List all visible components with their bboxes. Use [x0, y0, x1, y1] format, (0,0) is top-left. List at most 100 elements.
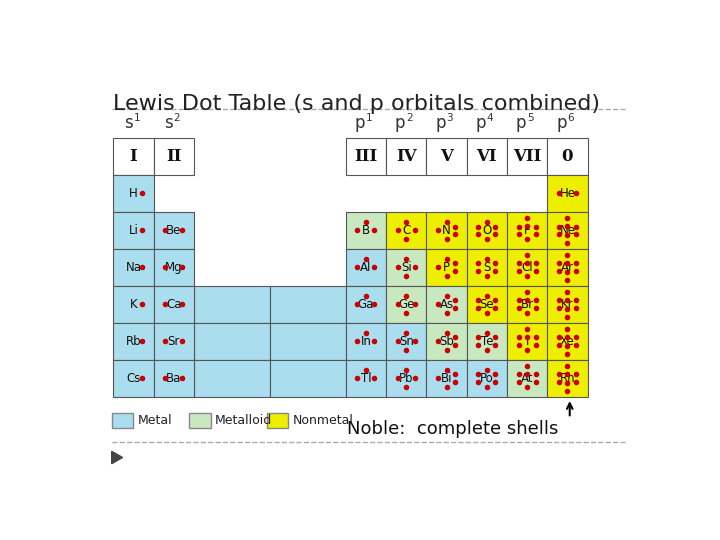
Bar [113, 249, 153, 286]
Text: Te: Te [480, 335, 493, 348]
Text: Bi: Bi [441, 372, 452, 384]
Text: p: p [556, 113, 567, 132]
Bar [346, 138, 386, 175]
Bar [113, 360, 153, 397]
Text: Na: Na [125, 261, 141, 274]
Bar [426, 212, 467, 249]
Bar [113, 175, 153, 212]
Text: Si: Si [401, 261, 412, 274]
Bar [113, 286, 153, 323]
Bar [194, 323, 270, 360]
Bar [467, 360, 507, 397]
Text: Mg: Mg [165, 261, 182, 274]
Text: Metalloid: Metalloid [215, 414, 272, 427]
Text: p: p [395, 113, 405, 132]
Text: Rb: Rb [125, 335, 141, 348]
Text: Kr: Kr [561, 298, 574, 310]
Text: 1: 1 [366, 113, 372, 123]
Bar [386, 323, 426, 360]
Text: In: In [361, 335, 372, 348]
Text: Cs: Cs [126, 372, 140, 384]
Text: p: p [355, 113, 365, 132]
Text: VI: VI [477, 148, 497, 165]
Bar [386, 286, 426, 323]
Bar [386, 212, 426, 249]
Text: O: O [482, 224, 492, 237]
Text: Se: Se [480, 298, 494, 310]
Bar [467, 249, 507, 286]
Text: Pb: Pb [399, 372, 413, 384]
Text: V: V [440, 148, 453, 165]
Bar [467, 323, 507, 360]
Text: Li: Li [128, 224, 138, 237]
Bar [547, 360, 588, 397]
Text: 5: 5 [527, 113, 534, 123]
Bar [426, 249, 467, 286]
Text: As: As [439, 298, 454, 310]
Bar [426, 286, 467, 323]
Text: Ba: Ba [166, 372, 181, 384]
Text: B: B [362, 224, 370, 237]
Text: p: p [516, 113, 526, 132]
Bar [346, 360, 386, 397]
Text: Ge: Ge [398, 298, 415, 310]
Bar [507, 249, 547, 286]
Bar [386, 138, 426, 175]
Bar [153, 360, 194, 397]
Text: Metal: Metal [138, 414, 172, 427]
Bar [153, 212, 194, 249]
Bar [547, 286, 588, 323]
Text: 2: 2 [174, 113, 180, 123]
Bar [270, 360, 346, 397]
Bar [346, 249, 386, 286]
Bar [386, 360, 426, 397]
Text: 3: 3 [446, 113, 453, 123]
Text: Ne: Ne [559, 224, 575, 237]
Text: 0: 0 [562, 148, 573, 165]
Bar [113, 212, 153, 249]
Text: s: s [124, 113, 132, 132]
Bar [346, 323, 386, 360]
Text: Nonmetal: Nonmetal [292, 414, 353, 427]
Text: 4: 4 [487, 113, 493, 123]
Text: Xe: Xe [560, 335, 575, 348]
Bar [547, 249, 588, 286]
Bar [467, 212, 507, 249]
Text: p: p [475, 113, 486, 132]
Text: p: p [435, 113, 446, 132]
Bar [507, 138, 547, 175]
Bar [467, 138, 507, 175]
Bar [194, 286, 270, 323]
Text: Cl: Cl [521, 261, 533, 274]
Text: Noble:  complete shells: Noble: complete shells [347, 420, 558, 438]
Text: Be: Be [166, 224, 181, 237]
Text: 2: 2 [406, 113, 413, 123]
Text: I: I [130, 148, 138, 165]
Bar [507, 286, 547, 323]
Bar [547, 323, 588, 360]
Bar [426, 138, 467, 175]
Text: III: III [354, 148, 377, 165]
Text: VII: VII [513, 148, 541, 165]
Bar [507, 360, 547, 397]
Bar [426, 323, 467, 360]
Bar [189, 413, 211, 428]
Bar [467, 286, 507, 323]
Text: 1: 1 [133, 113, 140, 123]
Text: IV: IV [396, 148, 416, 165]
Bar [266, 413, 289, 428]
Text: II: II [166, 148, 181, 165]
Text: I: I [526, 335, 528, 348]
Text: Sb: Sb [439, 335, 454, 348]
Text: S: S [483, 261, 490, 274]
Bar [547, 138, 588, 175]
Text: Ar: Ar [561, 261, 574, 274]
Bar [426, 360, 467, 397]
Bar [153, 286, 194, 323]
Bar [153, 249, 194, 286]
Text: Lewis Dot Table (s and p orbitals combined): Lewis Dot Table (s and p orbitals combin… [113, 94, 600, 114]
Text: Po: Po [480, 372, 494, 384]
Bar [153, 323, 194, 360]
Bar [507, 212, 547, 249]
Bar [547, 175, 588, 212]
